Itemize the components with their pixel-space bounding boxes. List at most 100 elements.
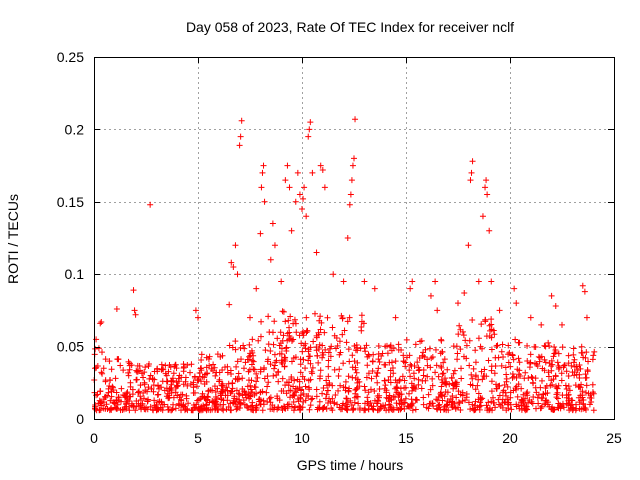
data-point — [249, 336, 256, 343]
x-tick-label: 20 — [502, 430, 518, 446]
data-point — [319, 405, 326, 412]
data-point — [527, 351, 534, 358]
data-point — [232, 242, 239, 249]
data-point — [309, 370, 316, 377]
data-point — [325, 357, 332, 364]
data-point — [571, 356, 578, 363]
data-point — [468, 169, 475, 176]
data-point — [322, 395, 329, 402]
data-point — [375, 365, 382, 372]
data-point — [475, 396, 482, 403]
data-point — [518, 385, 525, 392]
data-point — [566, 387, 573, 394]
data-point — [259, 388, 266, 395]
data-point — [308, 396, 315, 403]
data-point — [457, 406, 464, 413]
data-point — [369, 368, 376, 375]
data-point — [475, 278, 482, 285]
data-point — [306, 126, 313, 133]
data-point — [392, 358, 399, 365]
data-point — [296, 191, 303, 198]
data-point — [329, 395, 336, 402]
data-point — [286, 184, 293, 191]
data-point — [234, 405, 241, 412]
data-point — [498, 362, 505, 369]
data-point — [539, 365, 546, 372]
data-point — [420, 366, 427, 373]
data-point — [346, 314, 353, 321]
data-point — [271, 365, 278, 372]
data-point — [443, 402, 450, 409]
data-point — [228, 259, 235, 266]
data-point — [449, 404, 456, 411]
data-point — [541, 342, 548, 349]
data-point — [400, 400, 407, 407]
data-point — [362, 387, 369, 394]
data-point — [586, 401, 593, 408]
data-point — [201, 380, 208, 387]
data-point — [127, 379, 134, 386]
data-point — [339, 331, 346, 338]
data-point — [515, 355, 522, 362]
data-point — [164, 403, 171, 410]
data-point — [388, 347, 395, 354]
data-point — [330, 271, 337, 278]
data-point — [278, 388, 285, 395]
data-point — [317, 162, 324, 169]
data-point — [569, 369, 576, 376]
data-point — [281, 354, 288, 361]
data-point — [237, 344, 244, 351]
data-point — [204, 396, 211, 403]
data-point — [438, 392, 445, 399]
data-point — [211, 364, 218, 371]
data-point — [387, 373, 394, 380]
data-point — [224, 369, 231, 376]
axis-ticks: 0 5 10 15 20 25 0 0.05 0.1 0.15 0.2 0.25 — [57, 49, 622, 446]
data-point — [552, 303, 559, 310]
data-point — [329, 382, 336, 389]
data-point — [347, 191, 354, 198]
data-point — [400, 358, 407, 365]
data-point — [298, 387, 305, 394]
data-point — [278, 278, 285, 285]
data-point — [548, 292, 555, 299]
data-point — [220, 401, 227, 408]
data-point — [192, 404, 199, 411]
data-point — [393, 384, 400, 391]
data-point — [358, 323, 365, 330]
data-point — [319, 342, 326, 349]
data-point — [300, 328, 307, 335]
data-point — [558, 370, 565, 377]
data-point — [448, 374, 455, 381]
data-point — [417, 338, 424, 345]
data-point — [579, 388, 586, 395]
data-point — [108, 366, 115, 373]
data-point — [565, 391, 572, 398]
data-point — [217, 353, 224, 360]
data-point — [383, 389, 390, 396]
data-point — [302, 397, 309, 404]
data-point — [554, 395, 561, 402]
data-point — [223, 384, 230, 391]
data-point — [205, 406, 212, 413]
data-point — [493, 343, 500, 350]
data-point — [503, 392, 510, 399]
data-point — [524, 392, 531, 399]
data-point — [258, 184, 265, 191]
data-point — [463, 355, 470, 362]
data-point — [535, 391, 542, 398]
data-point — [398, 391, 405, 398]
data-point — [427, 386, 434, 393]
data-point — [329, 324, 336, 331]
data-point — [334, 401, 341, 408]
data-point — [477, 402, 484, 409]
data-point — [579, 349, 586, 356]
data-point — [213, 401, 220, 408]
data-point — [529, 400, 536, 407]
data-point — [172, 361, 179, 368]
data-point — [381, 385, 388, 392]
data-point — [291, 377, 298, 384]
data-point — [147, 372, 154, 379]
data-point — [214, 406, 221, 413]
